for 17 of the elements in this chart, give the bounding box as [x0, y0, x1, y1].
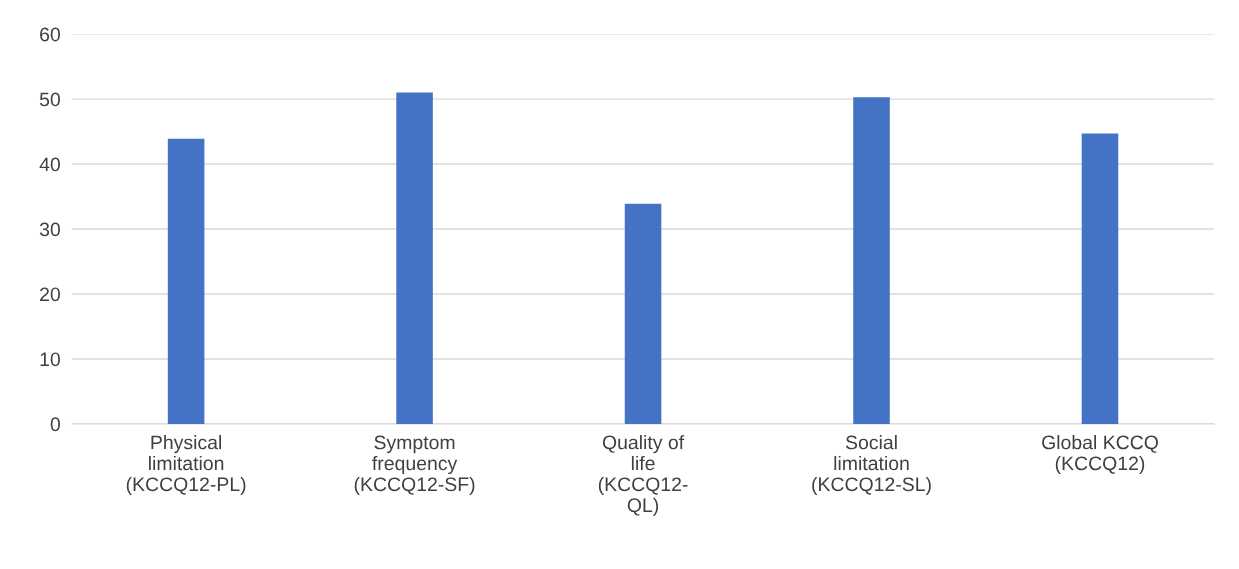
y-tick-label: 30: [39, 222, 60, 237]
y-tick-label: 50: [39, 92, 60, 107]
x-tick-label: Physical limitation (KCCQ12-PL): [126, 435, 246, 496]
bar: [396, 92, 433, 424]
y-tick-label: 0: [50, 417, 60, 432]
bar: [1081, 133, 1119, 424]
y-tick-label: 10: [40, 352, 60, 367]
y-tick-label: 40: [39, 157, 60, 172]
x-tick-label: Social limitation (KCCQ12-SL): [812, 435, 931, 496]
x-tick-label: Global KCCQ (KCCQ12): [1042, 435, 1158, 475]
bar: [624, 203, 662, 424]
bar: [167, 138, 205, 424]
bar: [853, 97, 890, 424]
x-tick-label: Symptom frequency (KCCQ12-SF): [354, 435, 475, 496]
y-tick-label: 60: [40, 27, 60, 42]
x-tick-label: Quality of life (KCCQ12- QL): [598, 435, 688, 516]
y-tick-label: 20: [40, 287, 60, 302]
